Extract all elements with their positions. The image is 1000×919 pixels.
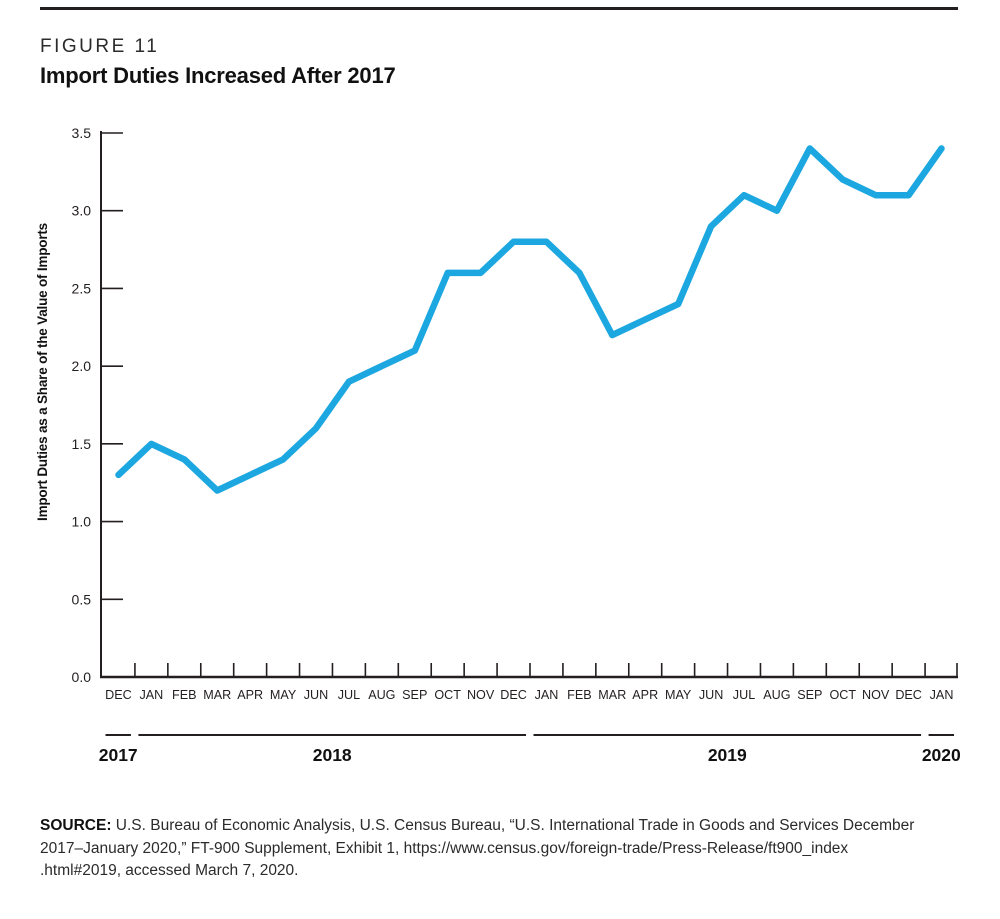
y-tick-label: 2.5 <box>72 280 92 296</box>
line-chart: 0.0 0.5 1.0 1.5 2.0 2.5 3.0 3.5 DEC JAN FEB MAR APR M… <box>35 125 961 765</box>
month-label: MAR <box>203 688 231 702</box>
y-tick-label: 0.0 <box>72 669 92 685</box>
year-label: 2018 <box>313 745 352 765</box>
month-label: DEC <box>105 688 132 702</box>
month-label: JAN <box>930 688 954 702</box>
source-text: U.S. Bureau of Economic Analysis, U.S. C… <box>40 817 915 879</box>
month-label: AUG <box>368 688 395 702</box>
source-label: SOURCE: <box>40 817 112 834</box>
month-label: APR <box>237 688 263 702</box>
month-label: SEP <box>797 688 822 702</box>
y-tick-label: 1.0 <box>72 514 92 530</box>
y-tick-label: 3.5 <box>72 125 92 141</box>
figure-title: Import Duties Increased After 2017 <box>40 63 396 88</box>
month-label: SEP <box>402 688 427 702</box>
top-rule <box>40 7 958 10</box>
month-label: DEC <box>500 688 527 702</box>
month-label: NOV <box>467 688 495 702</box>
year-label: 2019 <box>708 745 747 765</box>
year-label: 2017 <box>99 745 138 765</box>
month-label: JAN <box>535 688 559 702</box>
y-tick-label: 3.0 <box>72 203 92 219</box>
month-label: JUN <box>304 688 329 702</box>
month-label: MAR <box>598 688 626 702</box>
month-label: MAY <box>270 688 297 702</box>
source-note: SOURCE: U.S. Bureau of Economic Analysis… <box>40 815 975 883</box>
y-tick-label: 0.5 <box>72 591 92 607</box>
month-label: JUL <box>338 688 360 702</box>
month-label: JUN <box>699 688 724 702</box>
y-axis-title: Import Duties as a Share of the Value of… <box>35 223 50 521</box>
month-label: JUL <box>733 688 755 702</box>
month-label: FEB <box>567 688 592 702</box>
month-label: OCT <box>434 688 461 702</box>
month-label: FEB <box>172 688 197 702</box>
year-label: 2020 <box>922 745 961 765</box>
month-label: NOV <box>862 688 890 702</box>
month-label: APR <box>632 688 658 702</box>
month-label: OCT <box>829 688 856 702</box>
month-label: DEC <box>895 688 922 702</box>
month-label: JAN <box>139 688 163 702</box>
figure-number-label: FIGURE 11 <box>40 36 160 57</box>
month-label: MAY <box>665 688 692 702</box>
y-tick-label: 1.5 <box>72 436 92 452</box>
y-tick-label: 2.0 <box>72 358 92 374</box>
data-line <box>115 145 945 494</box>
month-label: AUG <box>763 688 790 702</box>
